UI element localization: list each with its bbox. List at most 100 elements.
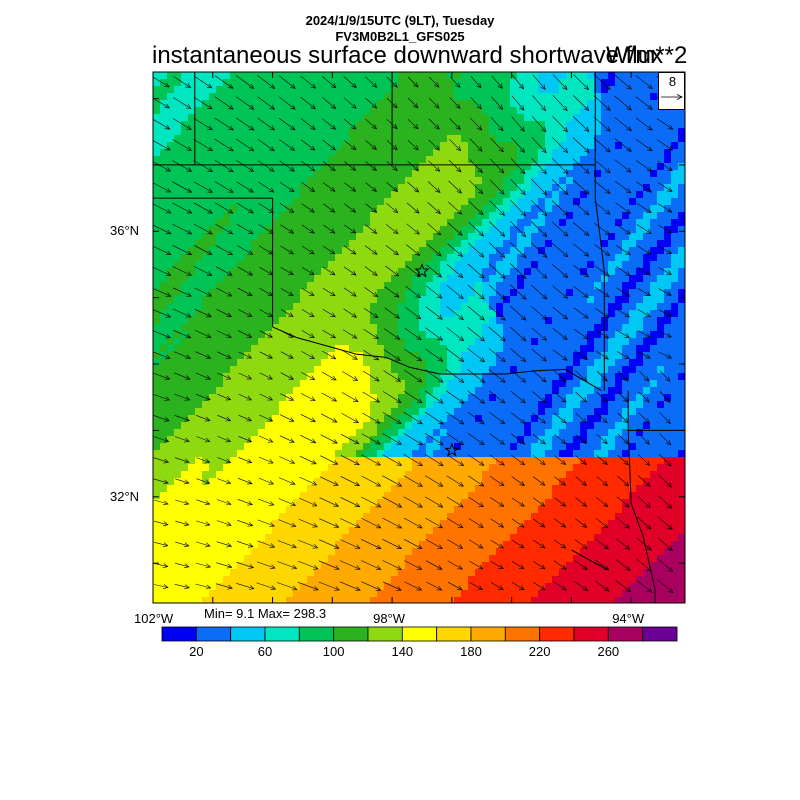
- wind-vector: [280, 351, 294, 359]
- wind-vector: [259, 266, 274, 276]
- wind-vector: [278, 519, 297, 528]
- colorbar-tick-label: 20: [189, 644, 204, 659]
- wind-vector: [426, 264, 443, 278]
- wind-vector: [153, 351, 171, 360]
- colorbar-tick-label: 220: [528, 644, 551, 659]
- wind-vector: [172, 266, 193, 276]
- wind-vector: [637, 475, 651, 487]
- wind-vector: [510, 412, 526, 424]
- wind-vector: [216, 351, 232, 359]
- wind-vector: [616, 496, 630, 508]
- wind-vector: [596, 434, 608, 445]
- wind-vector: [300, 118, 316, 131]
- wind-vector: [488, 284, 506, 300]
- wind-vector: [489, 179, 505, 195]
- wind-vector: [490, 117, 504, 132]
- wind-vector: [236, 181, 254, 193]
- wind-vector: [257, 139, 275, 152]
- wind-vector: [259, 288, 274, 297]
- wind-vector: [153, 330, 171, 339]
- wind-vector: [468, 180, 484, 195]
- wind-vector: [428, 76, 440, 88]
- wind-vector: [553, 370, 567, 383]
- wind-vector: [323, 224, 336, 234]
- colorbar-tick-label: 100: [322, 644, 345, 659]
- wind-vector: [257, 519, 275, 527]
- wind-vector: [425, 285, 443, 299]
- wind-vector: [449, 139, 462, 152]
- wind-vector: [258, 245, 274, 255]
- wind-vector: [322, 139, 336, 151]
- wind-vector: [595, 517, 609, 529]
- wind-vector: [489, 454, 505, 466]
- wind-vector: [279, 160, 295, 172]
- wind-vector: [532, 412, 546, 424]
- wind-vector: [617, 454, 630, 466]
- wind-vector: [511, 518, 525, 528]
- wind-vector: [280, 203, 295, 213]
- wind-vector: [449, 118, 461, 130]
- wind-vector: [280, 245, 294, 255]
- wind-vector: [551, 158, 569, 175]
- wind-vector: [616, 329, 630, 339]
- wind-vector: [509, 242, 527, 259]
- colorbar-box: [298, 626, 335, 642]
- wind-vector: [343, 118, 357, 130]
- wind-vector: [489, 433, 506, 445]
- wind-vector: [386, 182, 399, 193]
- wind-vector: [257, 540, 276, 548]
- wind-vector: [445, 369, 465, 383]
- wind-vector: [596, 370, 608, 382]
- wind-vector: [490, 518, 505, 528]
- flux-field: [153, 72, 685, 603]
- wind-vector: [572, 200, 590, 216]
- wind-vector: [426, 581, 443, 591]
- colorbar-tick-label: 180: [460, 644, 482, 659]
- wind-vector: [361, 433, 381, 445]
- wind-vector: [259, 393, 274, 401]
- wind-vector: [193, 223, 213, 235]
- map-frame: [152, 71, 686, 604]
- wind-vector: [343, 308, 358, 318]
- wind-vector: [511, 560, 525, 570]
- colorbar-box: [607, 626, 644, 642]
- wind-vector: [552, 116, 568, 133]
- wind-vector: [615, 202, 632, 214]
- wind-vector: [468, 475, 485, 487]
- star-dallas: [444, 442, 460, 457]
- wind-vector: [637, 288, 652, 297]
- wind-vector: [509, 284, 527, 300]
- wind-vector: [172, 202, 193, 214]
- wind-vector: [574, 350, 589, 360]
- wind-vector: [449, 97, 461, 109]
- wind-vector: [320, 455, 339, 465]
- wind-vector: [510, 369, 527, 383]
- wind-vector: [301, 203, 315, 213]
- wind-vector: [489, 221, 506, 237]
- wind-vector: [173, 330, 192, 339]
- colorbar-box: [504, 626, 541, 642]
- wind-vector: [319, 497, 340, 507]
- wind-vector: [428, 118, 440, 130]
- axis-ticks: [153, 72, 685, 603]
- wind-vector: [554, 455, 567, 465]
- wind-vector: [364, 245, 378, 255]
- wind-vector: [385, 244, 399, 256]
- wind-vector: [404, 560, 423, 570]
- wind-vector: [614, 159, 632, 173]
- wind-vector: [446, 432, 465, 446]
- wind-vector: [575, 497, 588, 507]
- wind-vector: [659, 391, 671, 404]
- wind-vector: [596, 412, 608, 424]
- wind-vector: [594, 222, 611, 236]
- wind-vector: [299, 455, 317, 465]
- wind-vector: [428, 139, 440, 151]
- wind-vector: [298, 497, 318, 507]
- wind-vector: [488, 390, 506, 404]
- wind-vector: [175, 541, 190, 548]
- wind-vector: [407, 181, 420, 193]
- wind-vector: [427, 181, 441, 193]
- wind-vector: [446, 475, 464, 487]
- wind-vector: [279, 181, 295, 193]
- wind-vector: [154, 584, 169, 589]
